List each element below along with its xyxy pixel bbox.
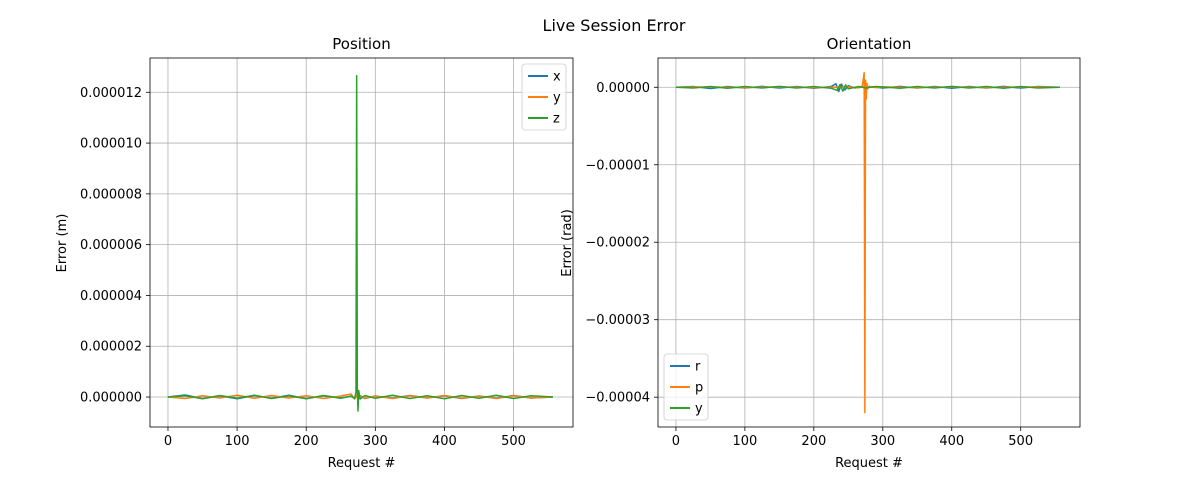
orientation-axes: 0 100 200 300 400 500 0.00000 −0.00001 −0.00002 −…	[560, 35, 1081, 471]
x-tick-label: 300	[870, 434, 895, 449]
y-tick-label: 0.000012	[80, 86, 142, 101]
x-axis-label: Request #	[835, 456, 903, 471]
y-tick-label: −0.00001	[585, 158, 650, 173]
x-tick-label: 500	[501, 434, 526, 449]
legend-label-p: p	[695, 381, 703, 396]
y-axis-label: Error (m)	[55, 214, 70, 273]
figure-title: Live Session Error	[543, 16, 686, 35]
y-tick-label: 0.00000	[596, 81, 650, 96]
legend-label-y: y	[695, 402, 703, 417]
position-axes: 0 100 200 300 400 500 0.000000 0.000002 0.000004…	[55, 35, 574, 471]
y-tick-label: 0.000008	[80, 187, 142, 202]
x-tick-label: 300	[363, 434, 388, 449]
y-tick-label: −0.00002	[585, 236, 650, 251]
plot-area	[150, 58, 573, 427]
legend-label-y: y	[553, 91, 561, 106]
y-tick-label: 0.000010	[80, 137, 142, 152]
x-tick-label: 500	[1008, 434, 1033, 449]
y-tick-label: 0.000000	[80, 391, 142, 406]
x-tick-label: 400	[939, 434, 964, 449]
y-tick-label: −0.00004	[585, 391, 650, 406]
axes-title: Position	[332, 35, 390, 53]
axes-frame	[149, 57, 574, 428]
y-tick-label: 0.000002	[80, 340, 142, 355]
legend: xyz	[521, 63, 567, 131]
x-tick-label: 0	[164, 434, 172, 449]
x-tick-label: 100	[732, 434, 757, 449]
legend: rpy	[663, 353, 709, 421]
y-tick-label: 0.000006	[80, 238, 142, 253]
x-axis-label: Request #	[328, 456, 396, 471]
y-tick-label: 0.000004	[80, 289, 142, 304]
axes-title: Orientation	[827, 35, 912, 53]
x-tick-label: 200	[801, 434, 826, 449]
series-line-z	[167, 75, 554, 412]
x-tick-label: 0	[672, 434, 680, 449]
legend-label-x: x	[553, 70, 561, 85]
y-axis-label: Error (rad)	[560, 209, 575, 277]
legend-label-r: r	[695, 360, 701, 375]
x-tick-label: 200	[294, 434, 319, 449]
legend-label-z: z	[553, 112, 560, 127]
x-tick-label: 100	[225, 434, 250, 449]
series-line-y	[675, 83, 1061, 92]
x-tick-label: 400	[432, 434, 457, 449]
y-tick-label: −0.00003	[585, 313, 650, 328]
